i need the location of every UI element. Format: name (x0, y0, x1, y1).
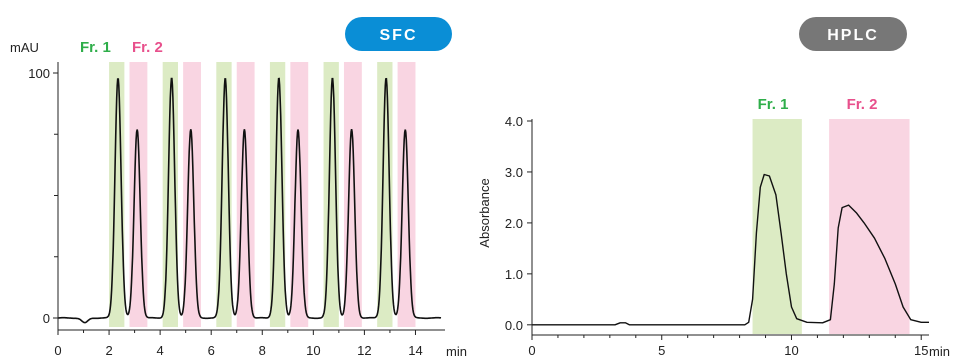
hplc-axes: 0 5 10 15 0.0 1.0 2.0 3.0 4.0 (505, 114, 929, 358)
hplc-fraction2-band (829, 119, 910, 334)
hplc-fraction1-label: Fr. 1 (758, 96, 789, 113)
hplc-fraction2-label: Fr. 2 (847, 96, 878, 113)
sfc-badge: SFC (345, 17, 452, 51)
sfc-x-tick-label: 4 (157, 343, 164, 358)
sfc-x-tick-label: 10 (306, 343, 320, 358)
hplc-y-tick-label: 2.0 (505, 216, 523, 231)
hplc-chart: 0 5 10 15 0.0 1.0 2.0 3.0 4.0 min Absorbance Fr.… (477, 17, 950, 358)
hplc-fraction-bands (752, 119, 910, 334)
sfc-trace-layer (58, 77, 442, 324)
sfc-badge-pill (345, 17, 452, 51)
sfc-x-tick-label: 6 (208, 343, 215, 358)
hplc-trace-layer (532, 173, 929, 326)
sfc-chart: 0 2 4 6 8 10 12 14 0 100 mAU min Fr. 1 Fr. 2 SFC (10, 17, 467, 358)
sfc-fraction2-band (397, 62, 416, 327)
sfc-chromatogram-trace (58, 77, 442, 324)
sfc-x-tick-label: 14 (408, 343, 422, 358)
sfc-x-tick-label: 0 (54, 343, 61, 358)
sfc-fraction2-band (236, 62, 255, 327)
hplc-fraction1-band (752, 119, 802, 334)
hplc-y-tick-label: 3.0 (505, 165, 523, 180)
sfc-fraction2-band (290, 62, 309, 327)
sfc-fraction2-band (183, 62, 201, 327)
hplc-x-tick-label: 0 (528, 343, 535, 358)
sfc-fraction-bands (109, 62, 416, 327)
hplc-y-tick-label: 4.0 (505, 114, 523, 129)
hplc-x-tick-label: 15 (914, 343, 928, 358)
sfc-fraction2-band (129, 62, 148, 327)
sfc-y-tick-label: 100 (28, 66, 50, 81)
hplc-chromatogram-trace (532, 173, 929, 326)
hplc-badge: HPLC (799, 17, 907, 51)
sfc-fraction2-band (343, 62, 362, 327)
hplc-badge-pill (799, 17, 907, 51)
hplc-x-unit-label: min (929, 344, 950, 358)
sfc-y-unit-label: mAU (10, 40, 39, 55)
sfc-x-unit-label: min (446, 344, 467, 358)
sfc-fraction1-label: Fr. 1 (80, 39, 111, 56)
hplc-y-tick-label: 0.0 (505, 318, 523, 333)
sfc-x-tick-label: 8 (259, 343, 266, 358)
sfc-axes: 0 2 4 6 8 10 12 14 0 100 (28, 62, 445, 358)
hplc-y-axis-title: Absorbance (477, 178, 492, 247)
sfc-x-tick-label: 2 (105, 343, 112, 358)
sfc-x-tick-label: 12 (357, 343, 371, 358)
hplc-x-tick-label: 5 (658, 343, 665, 358)
hplc-x-tick-label: 10 (784, 343, 798, 358)
hplc-y-tick-label: 1.0 (505, 267, 523, 282)
hplc-badge-text: HPLC (827, 27, 879, 44)
sfc-fraction2-label: Fr. 2 (132, 39, 163, 56)
sfc-badge-text: SFC (380, 27, 418, 44)
sfc-y-tick-label: 0 (43, 311, 50, 326)
